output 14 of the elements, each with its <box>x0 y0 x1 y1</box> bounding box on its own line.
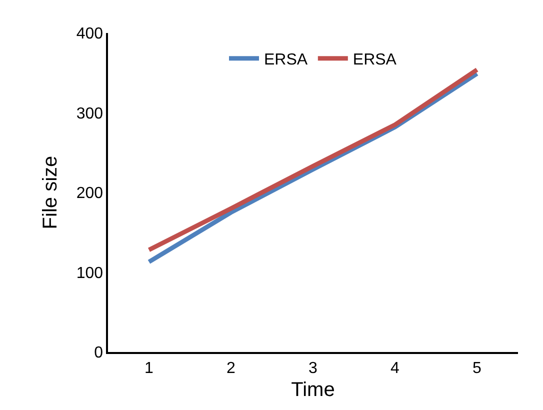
y-tick-label: 400 <box>76 26 104 43</box>
legend-label: ERSA <box>352 52 397 69</box>
x-tick-label: 1 <box>144 360 154 377</box>
y-tick-label: 100 <box>76 264 104 282</box>
y-tick-label: 300 <box>76 105 104 122</box>
y-tick-label: 200 <box>76 185 104 202</box>
x-tick-label: 2 <box>226 360 236 377</box>
y-tick-label: 0 <box>94 344 104 362</box>
legend-label: ERSA <box>264 52 308 69</box>
x-tick-label: 4 <box>390 360 400 377</box>
y-axis-title: File size <box>39 156 62 230</box>
x-tick-label: 3 <box>308 360 318 377</box>
x-axis-title: Time <box>291 378 335 401</box>
x-tick-label: 5 <box>472 360 482 377</box>
